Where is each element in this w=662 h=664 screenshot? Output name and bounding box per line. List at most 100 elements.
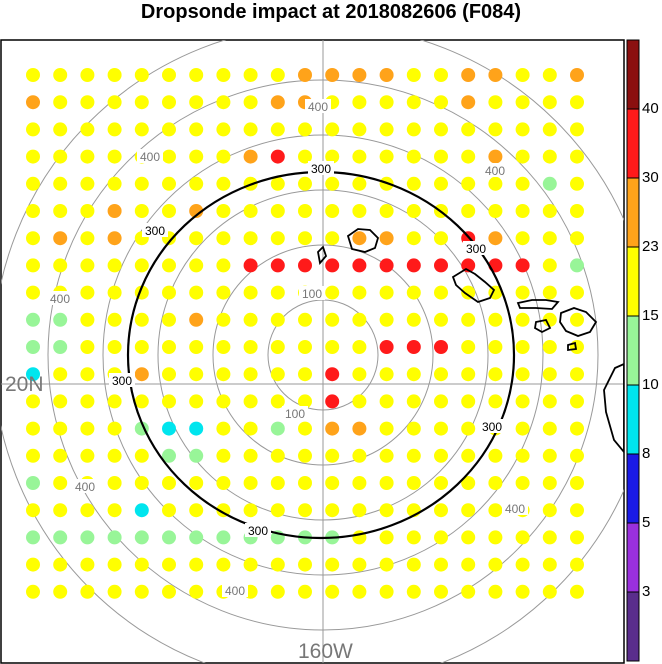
impact-dot bbox=[542, 503, 557, 518]
impact-dot bbox=[542, 122, 557, 137]
impact-dot bbox=[80, 149, 95, 164]
impact-dot bbox=[570, 476, 584, 490]
impact-dot bbox=[107, 340, 122, 354]
impact-dot bbox=[80, 448, 95, 463]
impact-dot bbox=[325, 476, 340, 490]
impact-dot bbox=[461, 95, 476, 110]
impact-dot bbox=[189, 557, 204, 572]
impact-dot bbox=[189, 503, 204, 518]
ring-label: 100 bbox=[285, 407, 305, 421]
island-maui bbox=[559, 307, 598, 337]
impact-dot bbox=[379, 258, 394, 273]
impact-dot bbox=[189, 258, 204, 273]
impact-dot bbox=[515, 285, 530, 300]
impact-dot bbox=[434, 394, 448, 409]
impact-dot bbox=[542, 476, 557, 490]
impact-dot bbox=[107, 312, 122, 327]
ring-label: 300 bbox=[248, 524, 268, 538]
colorbar-segment bbox=[626, 108, 640, 179]
impact-dot bbox=[461, 340, 476, 354]
impact-dot bbox=[162, 476, 176, 490]
impact-dot bbox=[406, 421, 421, 436]
impact-dot bbox=[515, 476, 530, 490]
impact-dot bbox=[515, 149, 530, 164]
impact-dot bbox=[53, 340, 68, 354]
impact-dot bbox=[134, 394, 149, 409]
impact-dot bbox=[162, 421, 176, 436]
impact-dot bbox=[570, 285, 584, 300]
impact-dot bbox=[26, 312, 40, 327]
impact-dot bbox=[461, 394, 476, 409]
impact-dot bbox=[298, 503, 312, 518]
impact-dot bbox=[379, 312, 394, 327]
impact-dot bbox=[189, 312, 204, 327]
impact-dot bbox=[243, 476, 258, 490]
impact-dot bbox=[325, 122, 340, 137]
impact-dot bbox=[515, 584, 530, 599]
impact-dot bbox=[189, 285, 204, 300]
impact-dot bbox=[379, 503, 394, 518]
impact-dot bbox=[189, 204, 204, 218]
colorbar-label: 30 bbox=[642, 169, 659, 186]
impact-dot bbox=[298, 312, 312, 327]
impact-dot bbox=[53, 231, 68, 246]
impact-dot bbox=[134, 258, 149, 273]
colorbar-label: 15 bbox=[642, 307, 659, 324]
colorbar-label: 8 bbox=[642, 445, 651, 462]
impact-dot bbox=[53, 584, 68, 599]
impact-dot bbox=[107, 503, 122, 518]
impact-dot bbox=[189, 448, 204, 463]
impact-dot bbox=[515, 340, 530, 354]
impact-dot bbox=[542, 231, 557, 246]
ring-label: 400 bbox=[140, 150, 160, 164]
impact-dot bbox=[243, 231, 258, 246]
impact-dot bbox=[270, 258, 285, 273]
impact-dot bbox=[488, 394, 503, 409]
impact-dot bbox=[26, 584, 40, 599]
impact-dot bbox=[406, 204, 421, 218]
impact-dot bbox=[270, 584, 285, 599]
impact-dot bbox=[352, 476, 367, 490]
lon-label-160w: 160W bbox=[298, 640, 353, 663]
impact-dot bbox=[406, 448, 421, 463]
impact-dot bbox=[434, 149, 448, 164]
impact-dot bbox=[515, 530, 530, 545]
ring-label: 300 bbox=[311, 162, 331, 176]
impact-dot bbox=[189, 176, 204, 191]
impact-dot bbox=[270, 149, 285, 164]
ring-label: 300 bbox=[145, 224, 165, 238]
impact-dot bbox=[406, 584, 421, 599]
impact-dot bbox=[134, 68, 149, 82]
impact-dot bbox=[270, 231, 285, 246]
ring-label: 400 bbox=[225, 584, 245, 598]
impact-dot bbox=[488, 68, 503, 82]
impact-dot bbox=[216, 285, 231, 300]
impact-dot bbox=[270, 557, 285, 572]
impact-dot bbox=[53, 448, 68, 463]
impact-dot bbox=[352, 312, 367, 327]
impact-dot bbox=[107, 285, 122, 300]
colorbar-segment bbox=[626, 384, 640, 455]
impact-dot bbox=[434, 448, 448, 463]
map-frame bbox=[0, 39, 625, 664]
impact-dot bbox=[189, 149, 204, 164]
impact-dot bbox=[298, 476, 312, 490]
colorbar-segment bbox=[626, 453, 640, 524]
impact-dot bbox=[542, 95, 557, 110]
impact-dot bbox=[26, 258, 40, 273]
impact-dot bbox=[134, 176, 149, 191]
impact-dot bbox=[461, 584, 476, 599]
impact-dot bbox=[488, 204, 503, 218]
impact-dot bbox=[107, 421, 122, 436]
impact-dot bbox=[189, 231, 204, 246]
impact-dot bbox=[434, 340, 448, 354]
impact-dot bbox=[406, 557, 421, 572]
impact-dot bbox=[107, 258, 122, 273]
impact-dot bbox=[570, 231, 584, 246]
impact-dot bbox=[379, 285, 394, 300]
impact-dot bbox=[542, 258, 557, 273]
impact-dot bbox=[461, 312, 476, 327]
impact-dot bbox=[80, 122, 95, 137]
impact-dot bbox=[352, 584, 367, 599]
impact-dot bbox=[298, 122, 312, 137]
